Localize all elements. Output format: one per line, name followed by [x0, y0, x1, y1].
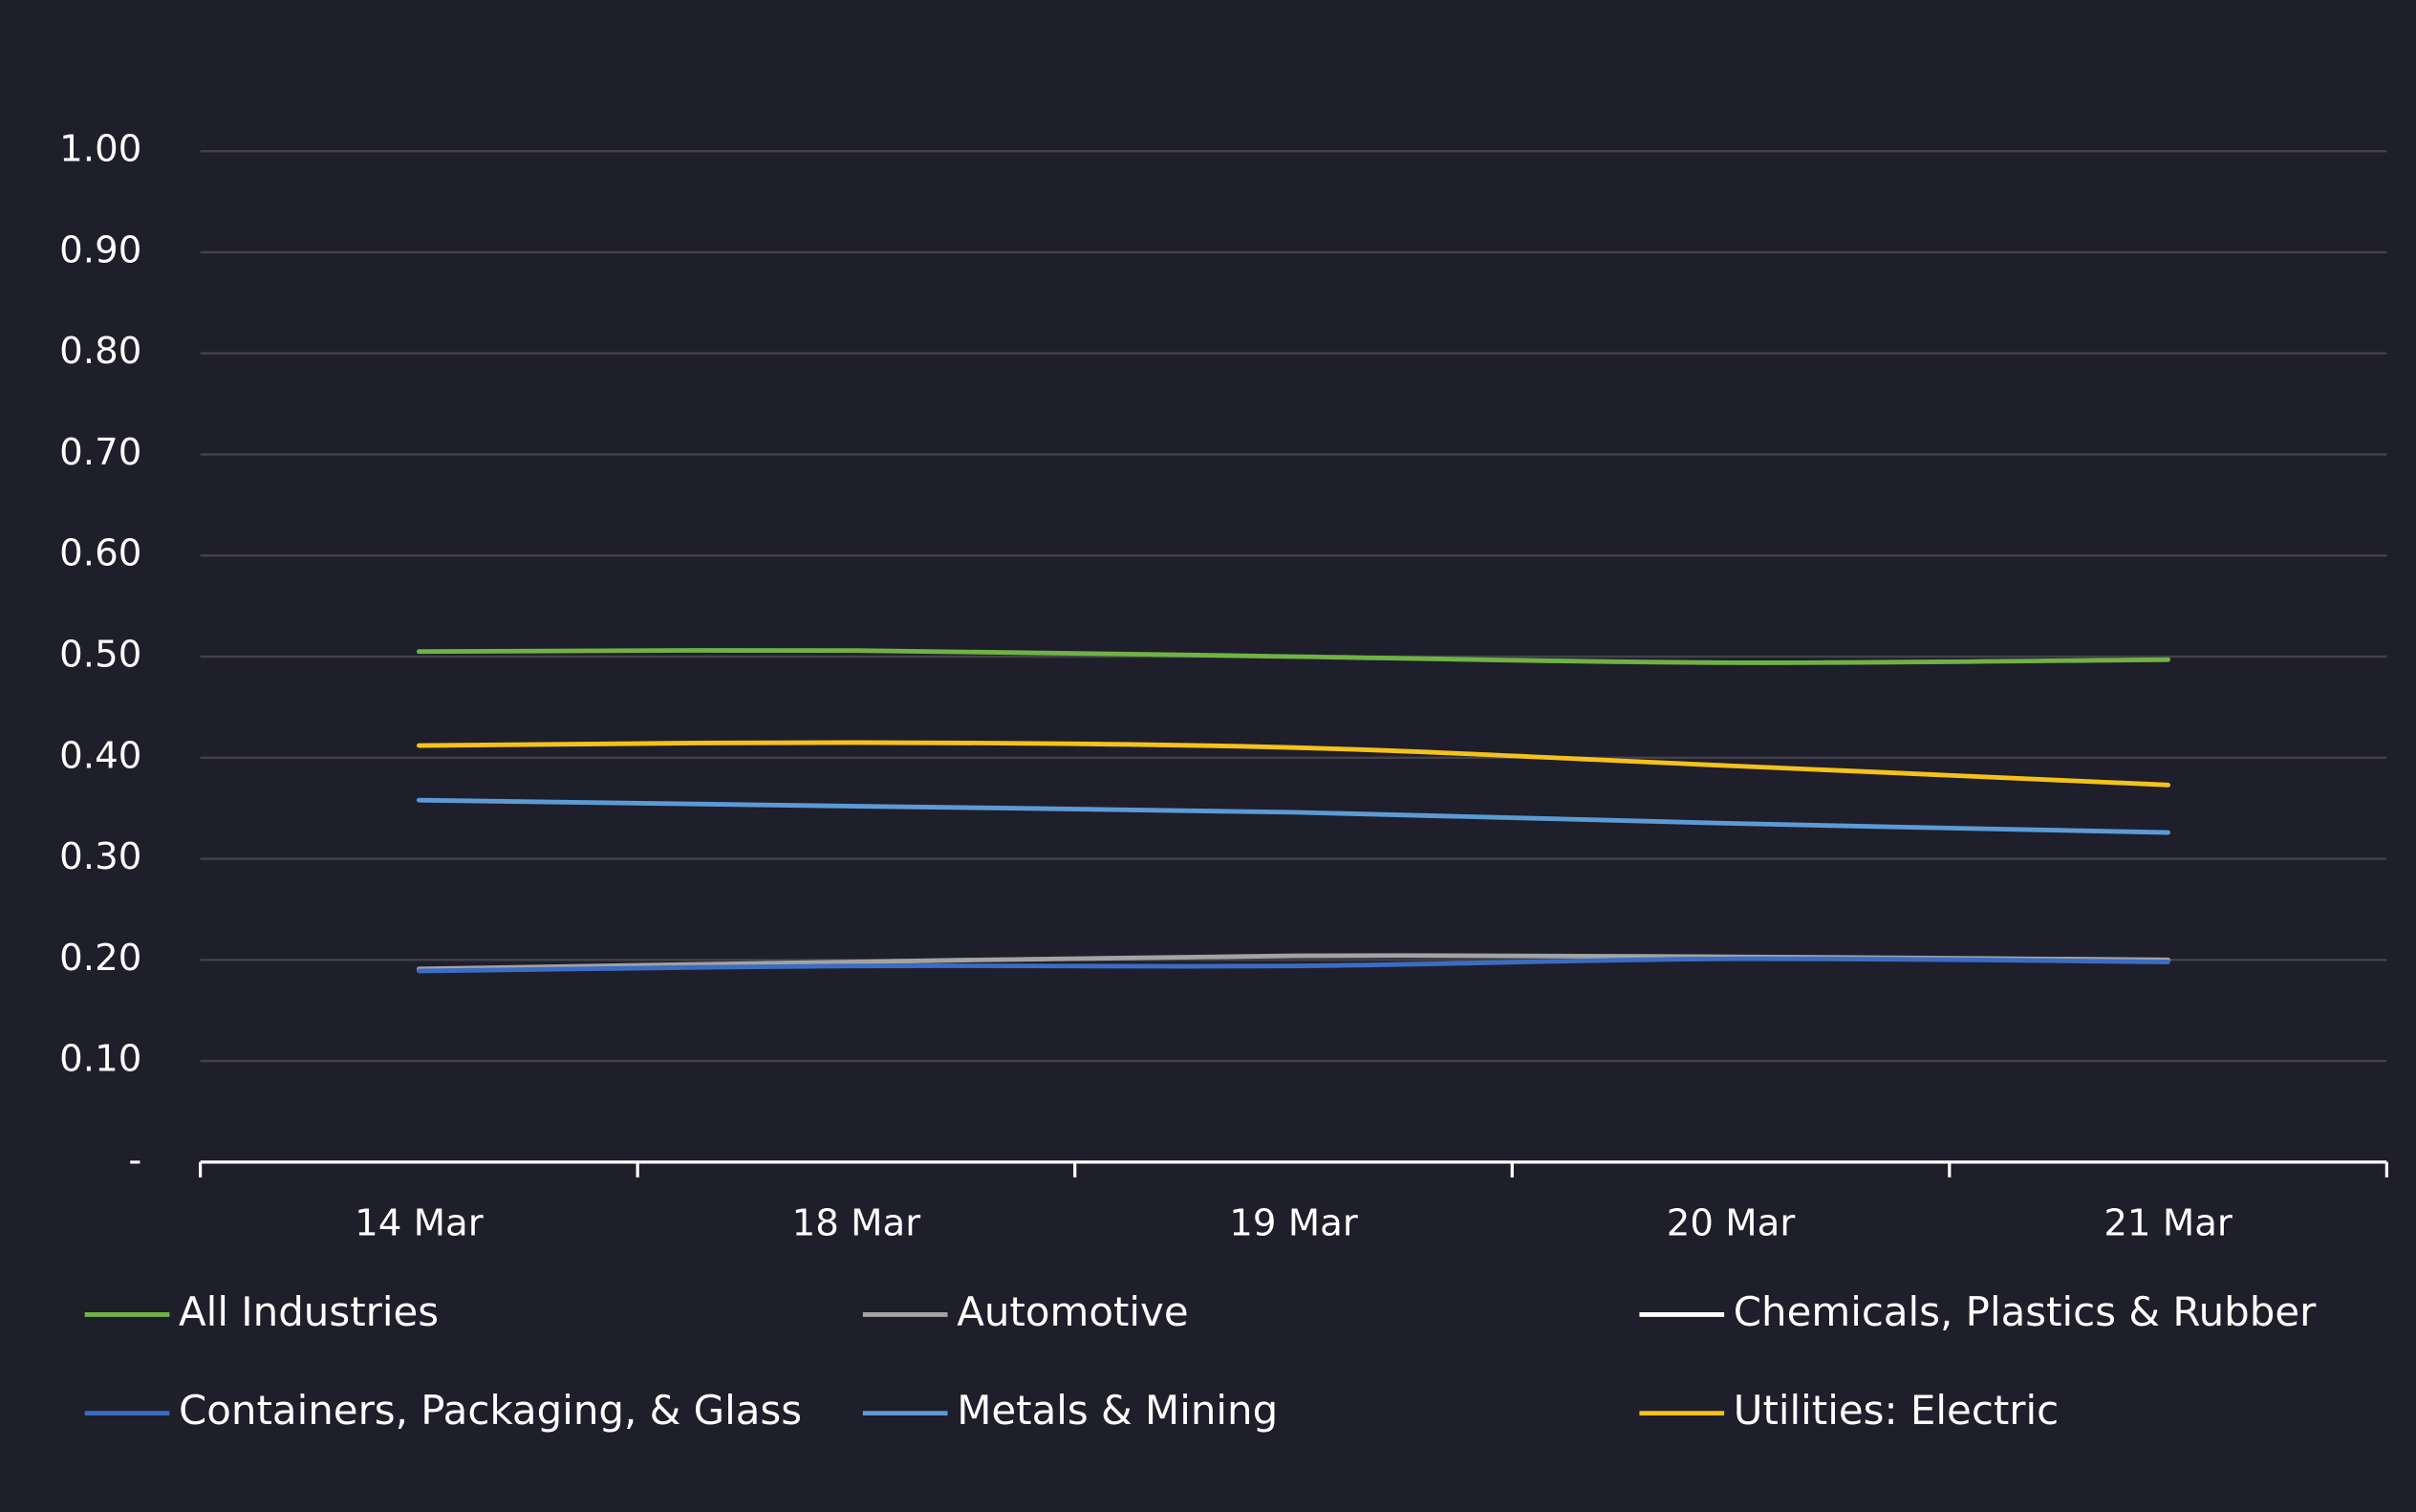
y-tick-label: 1.00: [59, 128, 141, 171]
y-tick-label: 0.10: [59, 1038, 141, 1081]
series-line: [416, 648, 2171, 665]
y-tick-label: 0.20: [59, 937, 141, 980]
x-tick-label: 19 Mar: [1229, 1201, 1358, 1244]
y-tick-label: 0.70: [59, 431, 141, 474]
x-tick-label: 20 Mar: [1667, 1201, 1796, 1244]
legend-label: Chemicals, Plastics & Rubber: [1734, 1288, 2317, 1335]
y-tick-label: 0.50: [59, 634, 141, 677]
y-tick-label: -: [128, 1138, 141, 1181]
series-line: [416, 797, 2171, 835]
y-tick-label: 0.80: [59, 330, 141, 373]
y-tick-label: 0.30: [59, 835, 141, 878]
legend-label: Automotive: [957, 1288, 1188, 1335]
legend-label: Metals & Mining: [957, 1387, 1278, 1434]
legend-label: Utilities: Electric: [1734, 1387, 2059, 1434]
x-tick-label: 18 Mar: [792, 1201, 921, 1244]
y-tick-label: 0.60: [59, 532, 141, 575]
series-line: [416, 956, 2171, 974]
y-tick-label: 0.90: [59, 228, 141, 271]
legend-label: Containers, Packaging, & Glass: [179, 1387, 802, 1434]
legend-label: All Industries: [179, 1288, 439, 1335]
series-line: [416, 740, 2171, 788]
x-tick-label: 14 Mar: [355, 1201, 484, 1244]
x-tick-label: 21 Mar: [2103, 1201, 2233, 1244]
y-tick-label: 0.40: [59, 734, 141, 777]
